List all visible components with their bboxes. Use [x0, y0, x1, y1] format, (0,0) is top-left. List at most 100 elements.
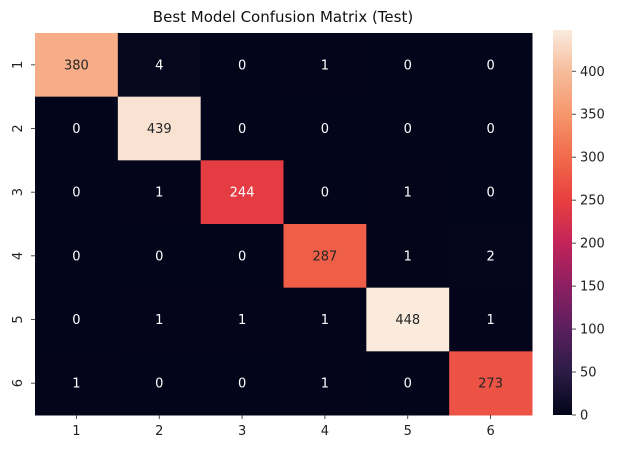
heatmap-cell [117, 160, 202, 225]
cell-value-label: 1 [155, 186, 163, 201]
heatmap-cell [366, 224, 450, 289]
colorbar-gradient [553, 30, 572, 415]
heatmap-cell [283, 160, 367, 225]
heatmap-cell [35, 33, 119, 98]
cell-value-label: 0 [72, 249, 80, 264]
heatmap-cell [35, 160, 119, 225]
cell-value-label: 1 [486, 313, 494, 328]
heatmap-cell [35, 224, 119, 289]
cell-value-label: 0 [486, 122, 494, 137]
colorbar-tick-label: 350 [580, 108, 605, 123]
cell-value-label: 439 [147, 122, 172, 137]
cell-value-label: 1 [404, 186, 412, 201]
cell-value-label: 0 [155, 377, 163, 392]
cell-value-label: 0 [72, 313, 80, 328]
cell-value-label: 1 [238, 313, 246, 328]
colorbar-tick-label: 100 [580, 323, 605, 338]
heatmap-cell [117, 96, 202, 161]
y-tick-label: 4 [11, 252, 26, 260]
colorbar-tick-label: 150 [580, 280, 605, 295]
heatmap-cell [366, 160, 450, 225]
heatmap-cell [366, 351, 450, 416]
cell-value-label: 448 [395, 313, 420, 328]
cell-value-label: 0 [321, 122, 329, 137]
cell-value-label: 0 [404, 122, 412, 137]
heatmap-cell [117, 351, 202, 416]
heatmap-cell [200, 33, 284, 98]
colorbar-tick-label: 50 [580, 366, 597, 381]
cell-value-label: 0 [321, 186, 329, 201]
y-tick-label: 6 [11, 379, 26, 387]
colorbar-tick-label: 200 [580, 237, 605, 252]
y-tick-label: 5 [11, 315, 26, 323]
heatmap-cell [35, 351, 119, 416]
cell-value-label: 1 [321, 377, 329, 392]
cell-value-label: 380 [64, 58, 89, 73]
x-tick-label: 1 [72, 424, 80, 439]
heatmap-cell [200, 351, 284, 416]
cell-value-label: 0 [238, 58, 246, 73]
heatmap-cells: 380 4 0 1 0 0 0 439 0 0 0 0 0 1 244 0 1 0 0 0 0 287 1 2 0 1 1 1 448 1… [35, 33, 533, 416]
cell-value-label: 1 [155, 313, 163, 328]
cell-value-label: 2 [486, 249, 494, 264]
cell-value-label: 0 [72, 186, 80, 201]
y-axis-ticks: 1 2 3 4 5 6 [11, 61, 35, 387]
heatmap-cell [35, 287, 119, 352]
heatmap-cell [449, 96, 533, 161]
x-tick-label: 4 [321, 424, 329, 439]
heatmap-cell [200, 287, 284, 352]
heatmap-cell [117, 33, 202, 98]
heatmap-cell [35, 96, 119, 161]
cell-value-label: 0 [155, 249, 163, 264]
cell-value-label: 0 [238, 122, 246, 137]
cell-value-label: 1 [404, 249, 412, 264]
x-axis-ticks: 1 2 3 4 5 6 [72, 415, 495, 439]
heatmap-cell [283, 33, 367, 98]
heatmap-cell [200, 224, 284, 289]
heatmap-cell [117, 287, 202, 352]
cell-value-label: 0 [404, 377, 412, 392]
cell-value-label: 1 [321, 58, 329, 73]
heatmap-cell [366, 287, 450, 352]
chart-title: Best Model Confusion Matrix (Test) [153, 8, 413, 26]
colorbar-tick-label: 0 [580, 409, 588, 424]
cell-value-label: 0 [72, 122, 80, 137]
colorbar-tick-label: 300 [580, 151, 605, 166]
x-tick-label: 5 [404, 424, 412, 439]
heatmap-cell [200, 96, 284, 161]
cell-value-label: 0 [486, 186, 494, 201]
heatmap-cell [283, 351, 367, 416]
heatmap-cell [366, 96, 450, 161]
cell-value-label: 1 [72, 377, 80, 392]
cell-value-label: 4 [155, 58, 163, 73]
heatmap-cell [283, 96, 367, 161]
colorbar-tick-label: 250 [580, 194, 605, 209]
heatmap-cell [449, 351, 533, 416]
heatmap-cell [449, 33, 533, 98]
cell-value-label: 244 [230, 186, 255, 201]
heatmap-cell [283, 224, 367, 289]
heatmap-cell [200, 160, 284, 225]
heatmap-cell [449, 287, 533, 352]
cell-value-label: 0 [238, 249, 246, 264]
cell-value-label: 0 [486, 58, 494, 73]
y-tick-label: 1 [11, 61, 26, 69]
heatmap-cell [283, 287, 367, 352]
x-tick-label: 3 [238, 424, 246, 439]
cell-value-label: 1 [321, 313, 329, 328]
heatmap-cell [366, 33, 450, 98]
colorbar-tick-label: 400 [580, 65, 605, 80]
cell-value-label: 0 [238, 377, 246, 392]
y-tick-label: 3 [11, 188, 26, 196]
heatmap-cell [117, 224, 202, 289]
x-tick-label: 6 [486, 424, 494, 439]
cell-value-label: 273 [478, 377, 503, 392]
cell-value-label: 0 [404, 58, 412, 73]
cell-value-label: 287 [313, 249, 338, 264]
heatmap-cell [449, 160, 533, 225]
y-tick-label: 2 [11, 124, 26, 132]
heatmap-cell [449, 224, 533, 289]
x-tick-label: 2 [155, 424, 163, 439]
colorbar: 0 50 100 150 200 250 300 350 400 [553, 30, 605, 424]
